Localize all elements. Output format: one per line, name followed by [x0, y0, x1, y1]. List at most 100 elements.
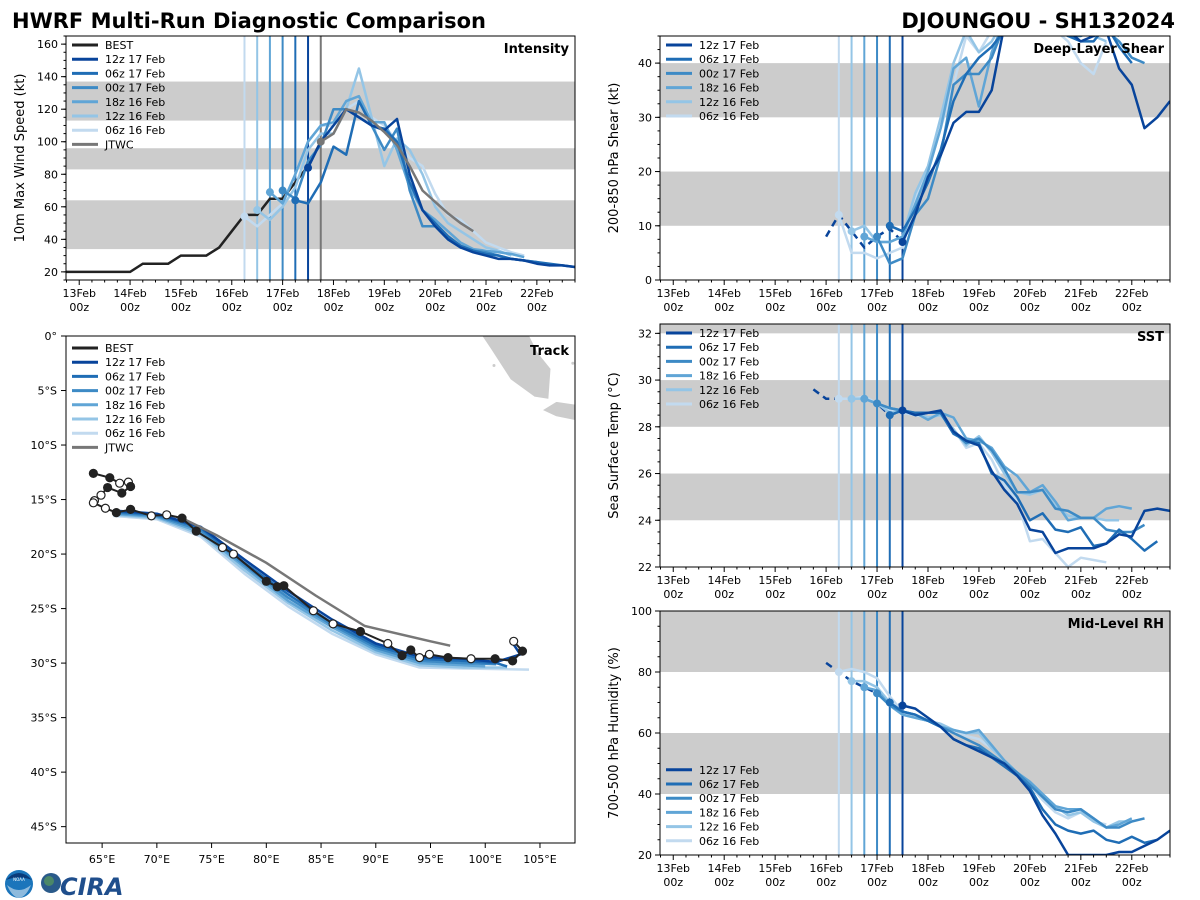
legend-label: 06z 16 Feb	[699, 398, 759, 411]
legend-label: 12z 17 Feb	[699, 39, 759, 52]
legend-label: 12z 17 Feb	[699, 764, 759, 777]
best-track	[92, 472, 524, 662]
sst-panel: 22242628303213Feb00z14Feb00z15Feb00z16Fe…	[607, 323, 1171, 601]
lon-tick-label: 65°E	[89, 853, 115, 866]
x-tick-label: 14Feb	[707, 287, 740, 300]
x-tick-label: 00z	[663, 876, 683, 889]
legend-label: 00z 17 Feb	[105, 385, 165, 398]
plot-area	[660, 611, 1170, 855]
y-tick-label: 40	[44, 233, 58, 246]
x-tick-label: 00z	[663, 588, 683, 601]
legend-label: 00z 17 Feb	[699, 67, 759, 80]
init-point	[885, 411, 894, 420]
best-point-hurricane	[443, 653, 453, 663]
best-point-hurricane	[508, 656, 518, 666]
init-point	[885, 698, 894, 707]
x-tick-label: 16Feb	[215, 287, 248, 300]
init-point	[847, 394, 856, 403]
y-tick-label: 60	[44, 201, 58, 214]
cira-logo-text: CIRA	[60, 873, 124, 900]
x-tick-label: 14Feb	[707, 862, 740, 875]
x-tick-label: 00z	[1020, 876, 1040, 889]
y-tick-label: 20	[44, 266, 58, 279]
best-point	[509, 636, 519, 646]
x-tick-label: 13Feb	[657, 287, 690, 300]
x-tick-label: 00z	[918, 876, 938, 889]
best-point-hurricane	[125, 481, 136, 492]
plot-area	[66, 36, 575, 280]
y-axis-label: 10m Max Wind Speed (kt)	[13, 74, 28, 243]
best-point	[100, 503, 111, 513]
legend-label: 00z 17 Feb	[699, 792, 759, 805]
x-tick-label: 00z	[69, 301, 89, 314]
init-point	[898, 701, 907, 710]
y-tick-label: 22	[638, 561, 652, 574]
x-tick-label: 00z	[765, 588, 785, 601]
figure-title: HWRF Multi-Run Diagnostic Comparison	[12, 9, 486, 33]
best-point-hurricane	[191, 526, 201, 536]
y-tick-label: 60	[638, 727, 652, 740]
x-tick-label: 00z	[273, 301, 293, 314]
init-point	[873, 232, 882, 241]
logos: NOAA CIRA	[5, 870, 124, 900]
x-tick-label: 22Feb	[1115, 287, 1148, 300]
x-tick-label: 00z	[374, 301, 394, 314]
forecast-track	[113, 512, 486, 668]
best-point-hurricane	[111, 508, 121, 518]
init-point	[847, 677, 856, 686]
legend-label: 12z 16 Feb	[105, 413, 165, 426]
x-tick-label: 18Feb	[317, 287, 350, 300]
best-point	[115, 478, 125, 488]
x-tick-label: 00z	[867, 588, 887, 601]
x-tick-label: 18Feb	[911, 287, 944, 300]
x-tick-label: 14Feb	[113, 287, 146, 300]
y-tick-label: 40	[638, 788, 652, 801]
forecast-track	[113, 509, 522, 664]
init-point	[860, 232, 869, 241]
cira-logo: CIRA	[41, 873, 124, 900]
panel-title: Deep-Layer Shear	[1033, 42, 1164, 57]
y-tick-label: 30	[638, 374, 652, 387]
legend-label: JTWC	[104, 138, 134, 151]
lat-tick-label: 15°S	[31, 494, 57, 507]
best-point	[228, 549, 239, 559]
legend-label: 00z 17 Feb	[699, 355, 759, 368]
y-axis-label: 700-500 hPa Humidity (%)	[607, 647, 622, 819]
init-point	[240, 212, 249, 221]
y-tick-label: 80	[44, 168, 58, 181]
x-tick-label: 22Feb	[1115, 862, 1148, 875]
init-point	[834, 668, 843, 676]
x-tick-label: 21Feb	[1064, 574, 1097, 587]
y-tick-label: 20	[638, 849, 652, 862]
x-tick-label: 19Feb	[962, 862, 995, 875]
x-tick-label: 00z	[1071, 588, 1091, 601]
legend-label: 18z 16 Feb	[699, 370, 759, 383]
best-point-hurricane	[105, 473, 115, 483]
x-tick-label: 16Feb	[809, 862, 842, 875]
legend-label: 18z 16 Feb	[105, 96, 165, 109]
best-point	[308, 606, 318, 616]
legend-label: 06z 17 Feb	[699, 53, 759, 66]
init-point	[278, 186, 287, 195]
y-tick-label: 26	[638, 468, 652, 481]
x-tick-label: 13Feb	[657, 574, 690, 587]
init-point	[873, 399, 882, 408]
series-line	[902, 704, 1170, 855]
y-tick-label: 100	[631, 605, 652, 618]
x-tick-label: 17Feb	[860, 574, 893, 587]
rh-panel: 2040608010013Feb00z14Feb00z15Feb00z16Feb…	[607, 605, 1171, 889]
x-tick-label: 18Feb	[911, 862, 944, 875]
panel-title: Mid-Level RH	[1068, 617, 1164, 632]
x-tick-label: 00z	[765, 876, 785, 889]
y-tick-label: 160	[37, 38, 58, 51]
legend-label: 12z 16 Feb	[699, 821, 759, 834]
x-tick-label: 00z	[1020, 588, 1040, 601]
panel-title: Track	[530, 344, 569, 359]
best-point	[383, 638, 393, 649]
y-tick-label: 28	[638, 421, 652, 434]
threshold-band	[660, 611, 1170, 672]
x-tick-label: 00z	[714, 588, 734, 601]
storm-title: DJOUNGOU - SH132024	[901, 9, 1175, 33]
legend-label: 12z 16 Feb	[105, 110, 165, 123]
